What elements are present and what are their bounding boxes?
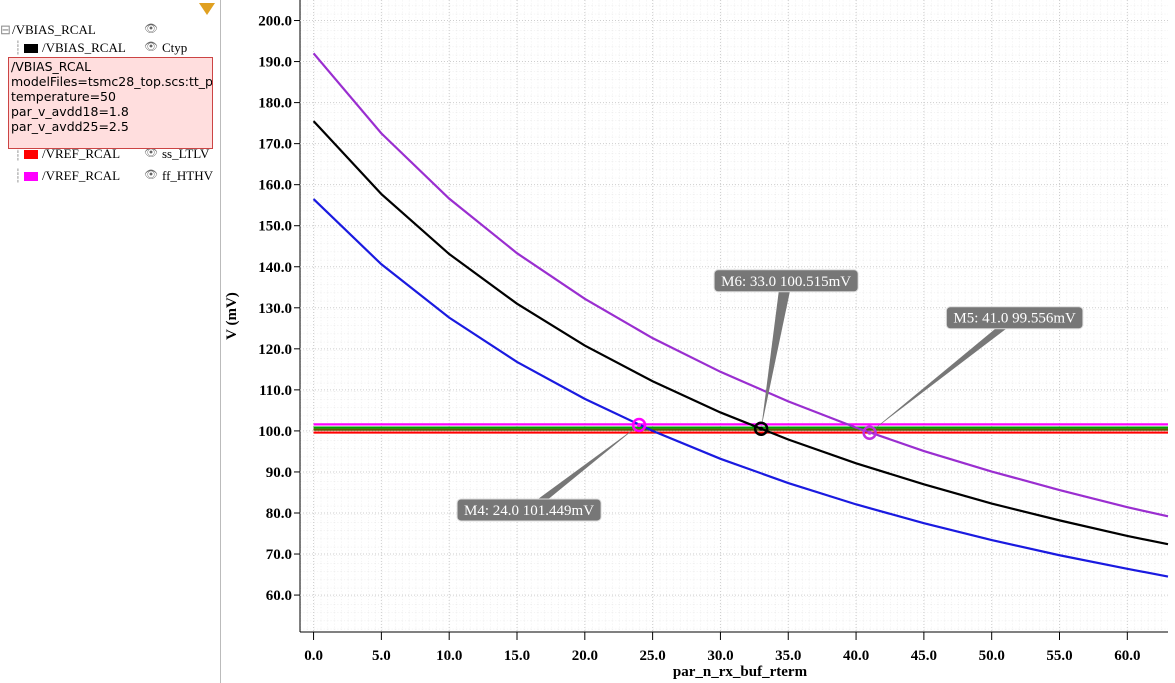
marker <box>631 417 647 433</box>
signal-panel: ⊟ /VBIAS_RCAL 👁 ┊ /VBIAS_RCAL 👁 Ctyp ┊ /VREF_… <box>0 0 221 683</box>
tooltip-line: modelFiles=tsmc28_top.scs:tt_pre <box>11 74 213 89</box>
marker <box>753 421 769 437</box>
x-tick-label: 10.0 <box>436 648 462 664</box>
y-tick-label: 80.0 <box>266 506 292 522</box>
group-name: /VBIAS_RCAL <box>12 22 96 37</box>
x-axis-label: par_n_rx_buf_rterm <box>673 664 808 680</box>
marker <box>862 425 877 440</box>
y-tick-label: 110.0 <box>259 383 292 399</box>
y-tick-label: 140.0 <box>258 260 292 276</box>
marker-dot <box>637 422 642 427</box>
corner-name: ss_LTLV <box>162 146 210 161</box>
marker-text: M5: 41.0 99.556mV <box>953 311 1076 327</box>
tooltip-line: par_v_avdd18=1.8 <box>11 104 129 119</box>
x-tick-label: 25.0 <box>640 648 666 664</box>
marker-dot <box>867 430 872 435</box>
x-tick-label: 35.0 <box>775 648 801 664</box>
y-tick-label: 160.0 <box>258 178 292 194</box>
marker-box <box>945 306 1084 330</box>
x-tick-label: 55.0 <box>1046 648 1072 664</box>
eye-icon[interactable]: 👁 <box>144 169 158 181</box>
marker-label[interactable]: M4: 24.0 101.449mV <box>456 424 640 522</box>
marker-text: M4: 24.0 101.449mV <box>464 503 594 519</box>
x-tick-label: 0.0 <box>304 648 323 664</box>
tooltip-line: temperature=50 <box>11 89 116 104</box>
y-tick-label: 190.0 <box>258 55 292 71</box>
marker-label[interactable]: M5: 41.0 99.556mV <box>869 306 1084 433</box>
x-tick-label: 15.0 <box>504 648 530 664</box>
filter-icon[interactable] <box>199 3 215 15</box>
series-line <box>312 52 1169 518</box>
marker-box <box>713 269 859 293</box>
x-tick-label: 40.0 <box>843 648 869 664</box>
marker-pointer <box>761 280 793 429</box>
color-swatch <box>24 150 38 159</box>
y-tick-label: 170.0 <box>258 137 292 153</box>
eye-icon[interactable]: 👁 <box>144 147 158 159</box>
marker-dot <box>759 426 764 431</box>
expander: ⊟ <box>0 22 11 37</box>
marker-label[interactable]: M6: 33.0 100.515mV <box>713 269 859 429</box>
color-swatch <box>24 172 38 181</box>
x-tick-label: 50.0 <box>979 648 1005 664</box>
x-tick-label: 5.0 <box>372 648 391 664</box>
signal-name: /VBIAS_RCAL <box>42 40 126 55</box>
tooltip: /VBIAS_RCAL modelFiles=tsmc28_top.scs:tt_… <box>8 57 213 149</box>
tree-line: ┊ <box>14 168 22 183</box>
tree-line: ┊ <box>14 146 22 161</box>
corner-name: ff_HTHV <box>162 168 214 183</box>
eye-icon[interactable]: 👁 <box>144 23 158 35</box>
y-tick-label: 100.0 <box>258 424 292 440</box>
y-tick-label: 90.0 <box>266 465 292 481</box>
y-tick-label: 130.0 <box>258 301 292 317</box>
marker-pointer <box>523 424 640 510</box>
x-tick-label: 60.0 <box>1114 648 1140 664</box>
x-tick-label: 20.0 <box>572 648 598 664</box>
y-tick-label: 70.0 <box>266 547 292 563</box>
marker-pointer <box>869 317 1021 433</box>
marker-box <box>456 498 602 522</box>
x-tick-label: 30.0 <box>707 648 733 664</box>
y-axis-label: V (mV) <box>224 292 240 340</box>
corner-name: Ctyp <box>162 40 188 55</box>
x-tick-label: 45.0 <box>911 648 937 664</box>
signal-name: /VREF_RCAL <box>42 168 121 183</box>
y-tick-label: 180.0 <box>258 96 292 112</box>
signal-name: /VREF_RCAL <box>42 146 121 161</box>
color-swatch <box>24 44 38 53</box>
y-tick-label: 150.0 <box>258 219 292 235</box>
tree-line: ┊ <box>14 40 22 55</box>
y-tick-label: 200.0 <box>258 14 292 30</box>
tooltip-line: /VBIAS_RCAL <box>11 59 92 74</box>
series-line <box>312 198 1169 578</box>
tooltip-line: par_v_avdd25=2.5 <box>11 119 129 134</box>
eye-icon[interactable]: 👁 <box>144 41 158 53</box>
y-tick-label: 120.0 <box>258 342 292 358</box>
marker-text: M6: 33.0 100.515mV <box>721 274 851 290</box>
y-tick-label: 60.0 <box>266 588 292 604</box>
series-line <box>312 120 1169 546</box>
